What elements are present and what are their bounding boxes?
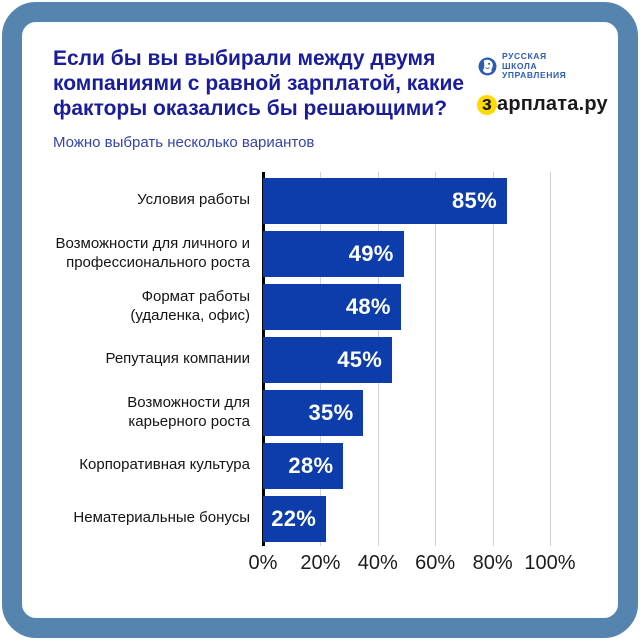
- chart-row: Нематериальные бонусы 22%: [53, 492, 550, 545]
- bar: 49%: [263, 230, 404, 277]
- bar: 35%: [263, 389, 364, 436]
- bar-track: 49%: [263, 230, 550, 277]
- zarplata-yellow-badge: з: [477, 93, 497, 115]
- value-label: 35%: [308, 399, 354, 425]
- title-line: Если бы вы выбирали между двумя: [53, 47, 436, 70]
- zarplata-first-letter: з: [481, 93, 493, 115]
- category-label: Формат работы (удаленка, офис): [130, 288, 250, 324]
- bar: 22%: [263, 495, 327, 542]
- rsm-logo: РУССКАЯ ШКОЛА УПРАВЛЕНИЯ: [478, 51, 567, 81]
- bar-track: 45%: [263, 336, 550, 383]
- value-label: 48%: [345, 293, 391, 319]
- rsm-logo-line: ШКОЛА: [502, 60, 538, 71]
- bar: 45%: [263, 336, 393, 383]
- value-label: 49%: [348, 240, 394, 266]
- gridline: [492, 172, 494, 546]
- x-tick-label: 40%: [357, 552, 398, 574]
- x-tick-label: 100%: [524, 552, 576, 574]
- chart-row: Возможности для карьерного роста 35%: [53, 386, 550, 439]
- x-tick-label: 60%: [415, 552, 456, 574]
- rsm-logo-line: УПРАВЛЕНИЯ: [502, 70, 567, 80]
- chart-row: Формат работы (удаленка, офис) 48%: [53, 280, 550, 333]
- title-line: компаниями с равной зарплатой, какие: [53, 72, 465, 95]
- category-label: Условия работы: [137, 191, 250, 209]
- bar-track: 85%: [263, 177, 550, 224]
- x-tick-label: 0%: [248, 552, 278, 574]
- category-label: Возможности для личного и профессионально…: [55, 235, 250, 271]
- category-label: Репутация компании: [105, 350, 250, 368]
- rsm-logo-text: РУССКАЯ ШКОЛА УПРАВЛЕНИЯ: [502, 51, 567, 81]
- rsm-logo-line: РУССКАЯ: [502, 51, 547, 61]
- value-label: 85%: [452, 187, 497, 213]
- bar: 48%: [263, 283, 401, 330]
- gridline: [435, 172, 437, 546]
- page-title: Если бы вы выбирали между двумя компания…: [53, 46, 464, 121]
- rsm-globe-icon: [478, 57, 497, 76]
- x-tick-label: 80%: [472, 552, 513, 574]
- zarplata-logo-text: арплата.ру: [497, 93, 608, 115]
- gridline: [550, 172, 551, 546]
- bar: 28%: [263, 442, 344, 489]
- x-axis: 0% 20% 40% 60% 80% 100%: [249, 552, 576, 578]
- x-tick-label: 20%: [300, 552, 341, 574]
- category-label: Возможности для карьерного роста: [127, 394, 250, 430]
- value-label: 28%: [288, 452, 334, 478]
- value-label: 45%: [337, 346, 383, 372]
- bar: 85%: [263, 177, 507, 224]
- chart-row: Условия работы 85%: [53, 174, 550, 227]
- value-label: 22%: [271, 505, 317, 531]
- zarplata-logo: з арплата.ру: [477, 93, 608, 116]
- category-label: Нематериальные бонусы: [73, 509, 250, 527]
- chart-row: Корпоративная культура 28%: [53, 439, 550, 492]
- chart-row: Возможности для личного и профессионально…: [53, 227, 550, 280]
- title-line: факторы оказались бы решающими?: [53, 97, 448, 120]
- bar-track: 35%: [263, 389, 550, 436]
- bar-track: 22%: [263, 495, 550, 542]
- chart-row: Репутация компании 45%: [53, 333, 550, 386]
- category-label: Корпоративная культура: [79, 456, 250, 474]
- bar-track: 48%: [263, 283, 550, 330]
- chart-subtitle: Можно выбрать несколько вариантов: [53, 134, 315, 151]
- bar-chart: Условия работы 85% Возможности для личного…: [53, 172, 576, 578]
- bar-track: 28%: [263, 442, 550, 489]
- chart-rows: Условия работы 85% Возможности для личного…: [53, 174, 550, 545]
